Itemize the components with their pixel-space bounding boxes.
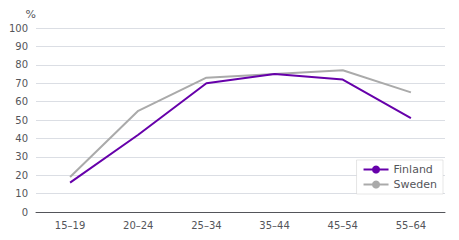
svg-text:45–54: 45–54 bbox=[328, 220, 358, 231]
svg-text:100: 100 bbox=[9, 23, 28, 34]
svg-text:70: 70 bbox=[15, 78, 28, 89]
svg-text:20: 20 bbox=[15, 170, 28, 181]
svg-text:0: 0 bbox=[22, 207, 28, 218]
svg-text:50: 50 bbox=[15, 115, 28, 126]
svg-text:55–64: 55–64 bbox=[396, 220, 426, 231]
svg-text:40: 40 bbox=[15, 133, 28, 144]
svg-text:Finland: Finland bbox=[394, 163, 433, 176]
svg-text:20–24: 20–24 bbox=[123, 220, 153, 231]
svg-text:25–34: 25–34 bbox=[191, 220, 221, 231]
svg-text:35–44: 35–44 bbox=[259, 220, 289, 231]
svg-text:90: 90 bbox=[15, 41, 28, 52]
svg-text:15–19: 15–19 bbox=[55, 220, 85, 231]
svg-text:10: 10 bbox=[15, 188, 28, 199]
svg-text:30: 30 bbox=[15, 151, 28, 162]
svg-text:%: % bbox=[26, 8, 36, 21]
svg-text:80: 80 bbox=[15, 59, 28, 70]
svg-text:60: 60 bbox=[15, 96, 28, 107]
svg-text:Sweden: Sweden bbox=[394, 178, 437, 191]
